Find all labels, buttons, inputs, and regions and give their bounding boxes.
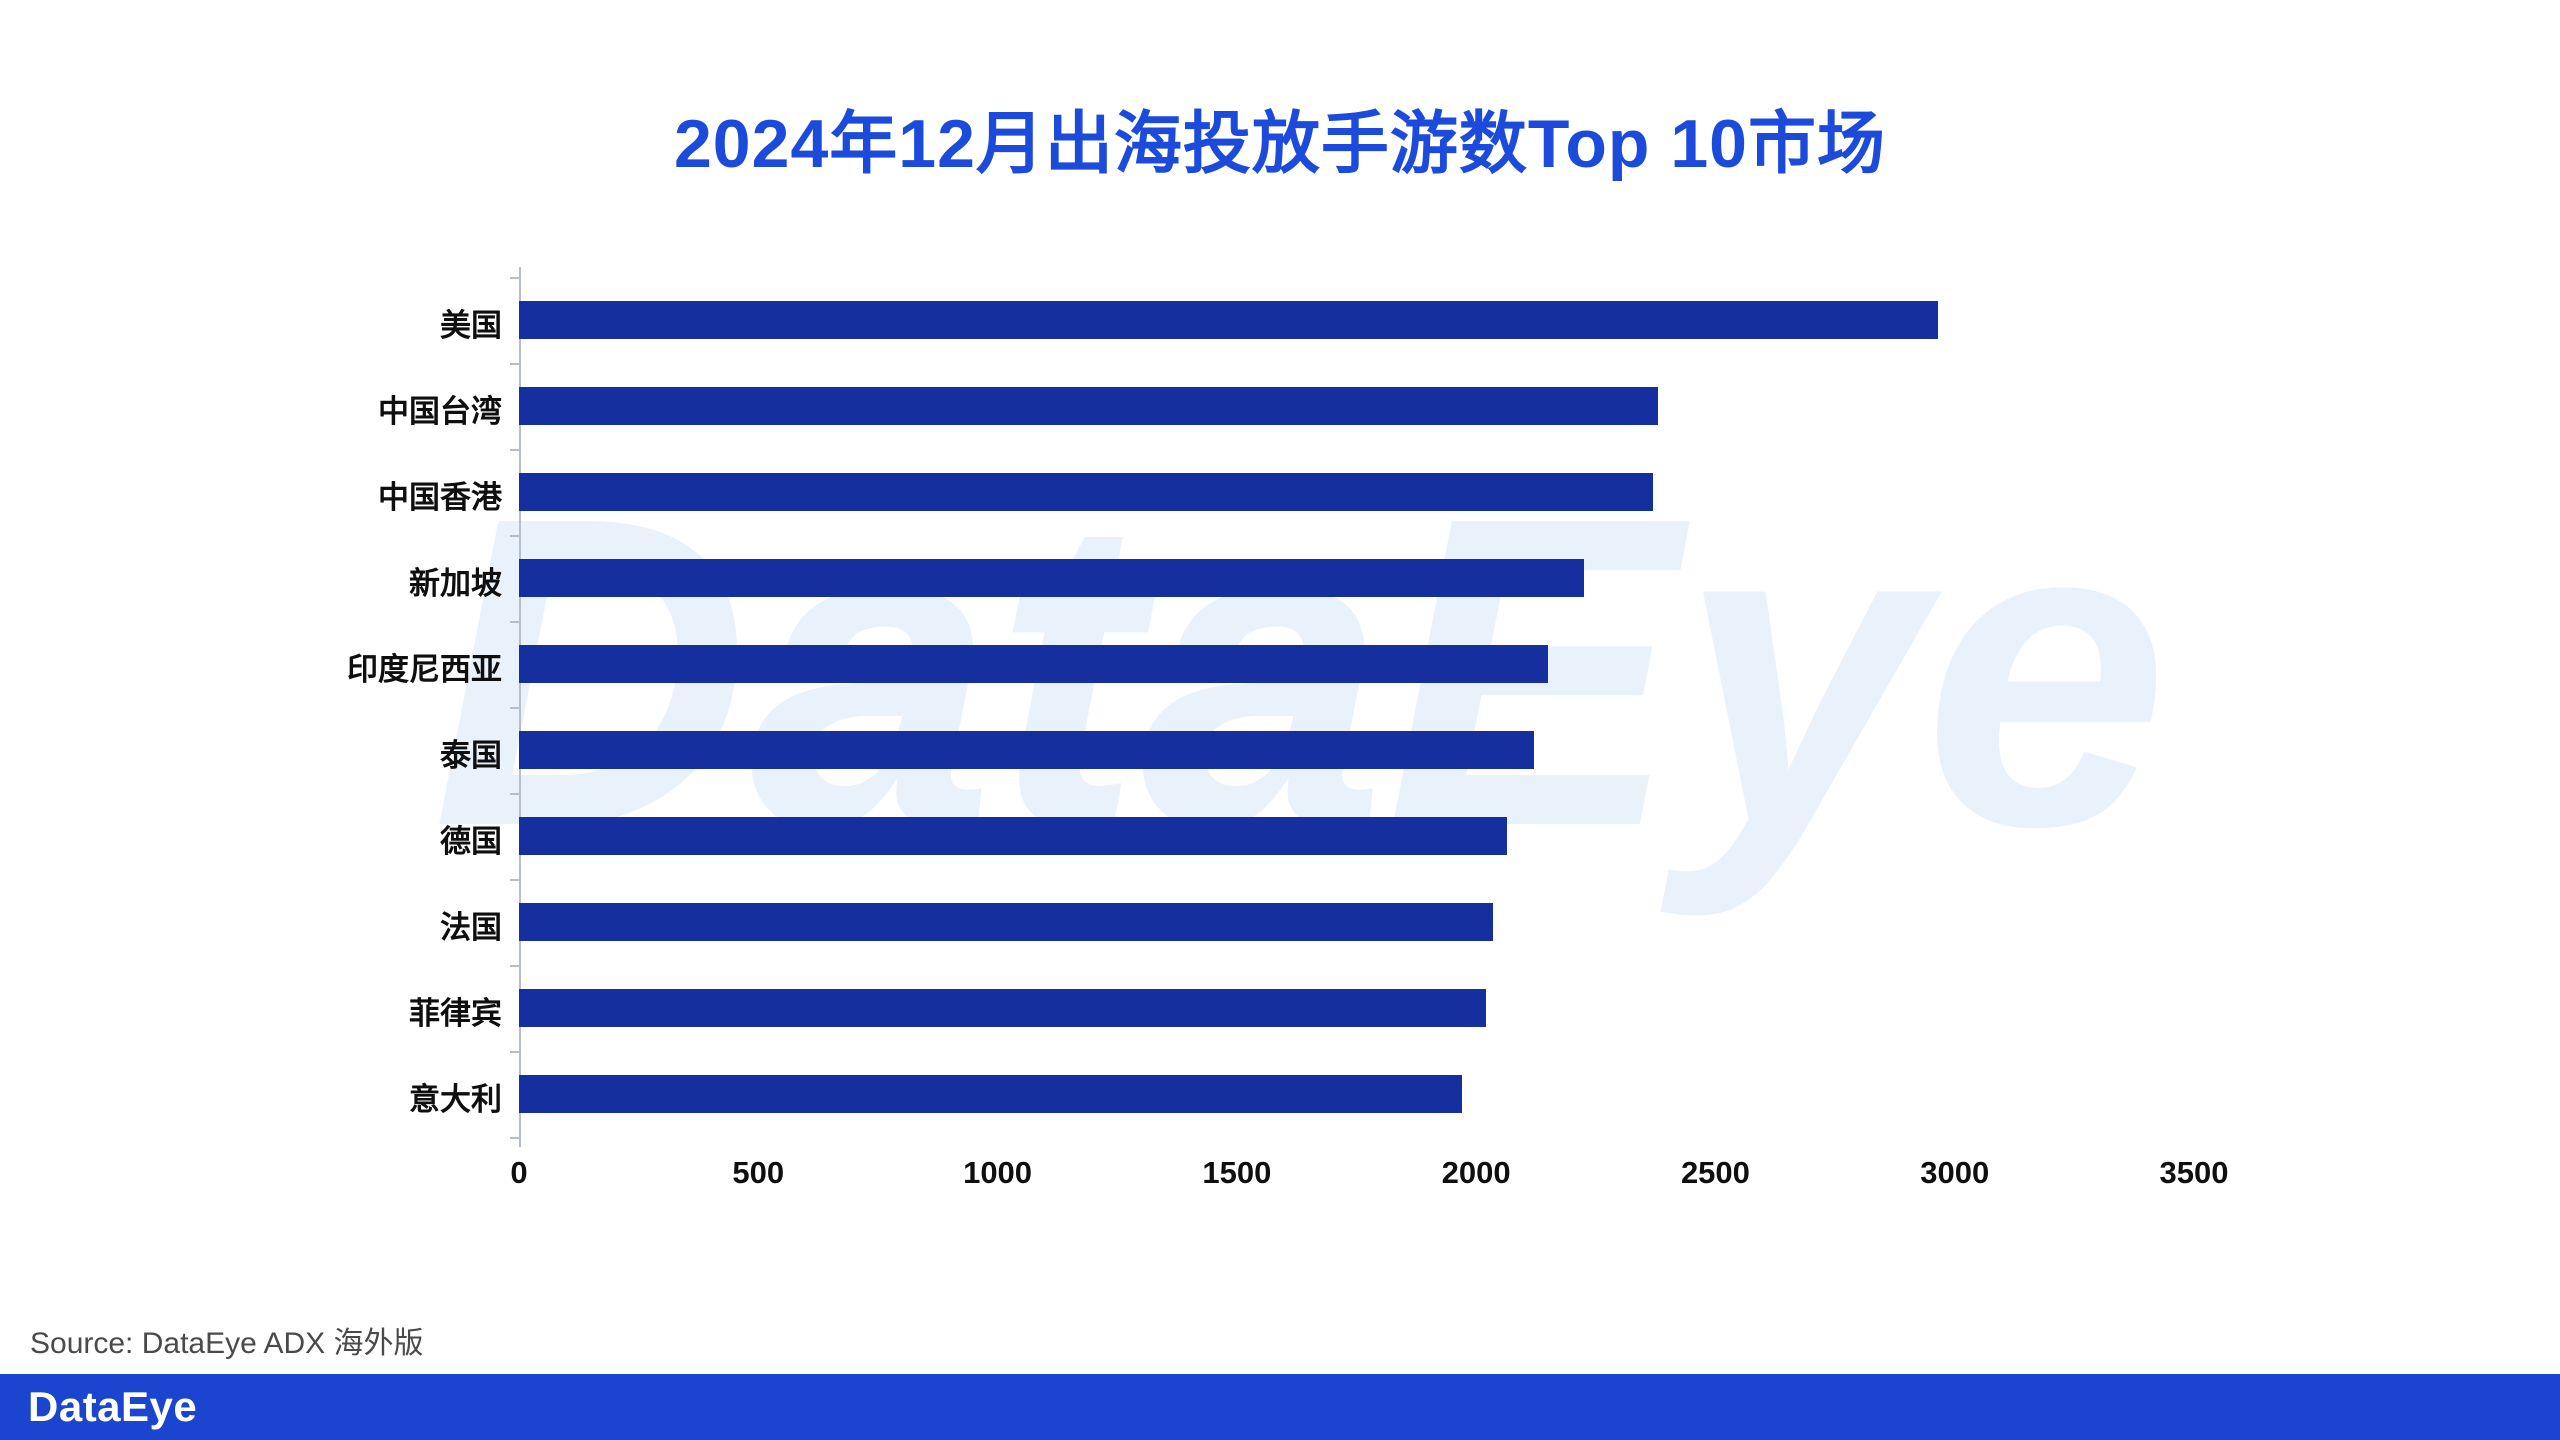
x-tick-label: 3500 <box>2159 1155 2229 1190</box>
x-tick-label: 2000 <box>1441 1155 1511 1190</box>
y-axis-tick <box>510 621 519 623</box>
bar <box>519 817 1507 855</box>
x-tick-label: 2500 <box>1680 1155 1750 1190</box>
footer-bar: DataEye <box>0 1374 2560 1440</box>
dataeye-logo: DataEye <box>28 1383 198 1430</box>
bar <box>519 473 1653 511</box>
category-label: 新加坡 <box>409 566 502 601</box>
source-attribution: Source: DataEye ADX 海外版 <box>30 1327 424 1360</box>
y-axis-tick <box>510 535 519 537</box>
x-tick-label: 0 <box>510 1155 528 1190</box>
x-tick-label: 1000 <box>963 1155 1033 1190</box>
bar <box>519 301 1938 339</box>
y-axis-tick <box>510 363 519 365</box>
y-axis-tick <box>510 793 519 795</box>
x-tick-label: 3000 <box>1920 1155 1990 1190</box>
bar <box>519 989 1486 1027</box>
category-label: 法国 <box>440 910 502 945</box>
y-axis-line <box>519 267 521 1147</box>
bar <box>519 731 1534 769</box>
chart-title: 2024年12月出海投放手游数Top 10市场 <box>673 106 1886 182</box>
y-axis-tick <box>510 707 519 709</box>
bar <box>519 1075 1462 1113</box>
y-axis-tick <box>510 1137 519 1139</box>
x-tick-label: 500 <box>732 1155 785 1190</box>
y-axis-tick <box>510 965 519 967</box>
category-label: 意大利 <box>409 1082 502 1117</box>
y-axis-tick <box>510 277 519 279</box>
y-axis-tick <box>510 449 519 451</box>
category-label: 印度尼西亚 <box>347 652 502 687</box>
category-label: 菲律宾 <box>409 996 502 1031</box>
category-label: 中国台湾 <box>378 394 502 429</box>
category-label: 美国 <box>440 308 502 343</box>
x-tick-label: 1500 <box>1202 1155 1272 1190</box>
category-label: 中国香港 <box>378 480 502 515</box>
y-axis-tick <box>510 1051 519 1053</box>
bar <box>519 903 1493 941</box>
category-label: 泰国 <box>440 738 502 773</box>
bar <box>519 645 1548 683</box>
bar <box>519 387 1658 425</box>
category-label: 德国 <box>440 824 502 859</box>
bar <box>519 559 1584 597</box>
y-axis-tick <box>510 879 519 881</box>
